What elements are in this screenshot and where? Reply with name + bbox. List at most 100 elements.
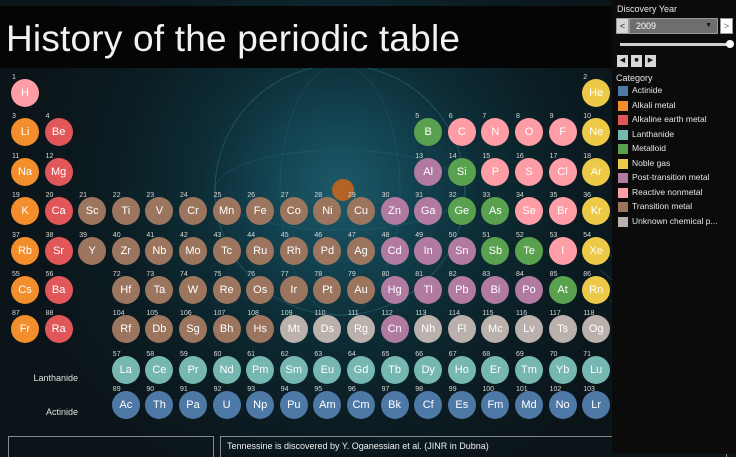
element-nd[interactable]: Nd [212,356,241,384]
element-pb[interactable]: Pb [447,276,476,304]
element-nb[interactable]: Nb [145,236,174,265]
legend-item-nob[interactable]: Noble gas [618,158,736,170]
element-bh[interactable]: Bh [212,315,241,344]
element-sr[interactable]: Sr [44,236,73,265]
element-os[interactable]: Os [246,276,275,304]
element-rg[interactable]: Rg [347,315,375,344]
element-c[interactable]: C [447,118,476,147]
element-db[interactable]: Db [145,315,174,344]
legend-item-met[interactable]: Metalloid [618,143,736,155]
element-b[interactable]: B [414,118,443,147]
element-pu[interactable]: Pu [279,390,308,419]
element-at[interactable]: At [548,276,577,304]
play-icon[interactable]: ▶ [645,55,656,67]
legend-item-lan[interactable]: Lanthanide [618,129,736,141]
year-slider[interactable] [620,43,732,46]
element-cu[interactable]: Cu [347,197,375,226]
element-zn[interactable]: Zn [380,197,409,226]
element-pm[interactable]: Pm [246,356,275,384]
element-am[interactable]: Am [313,390,342,419]
element-nh[interactable]: Nh [414,315,443,344]
element-cm[interactable]: Cm [347,390,375,419]
step-back-icon[interactable]: ◀ [617,55,628,67]
element-i[interactable]: I [548,236,577,265]
legend-item-tm[interactable]: Transition metal [618,201,736,213]
element-po[interactable]: Po [515,276,543,304]
element-al[interactable]: Al [414,157,443,186]
element-np[interactable]: Np [246,390,275,419]
element-pt[interactable]: Pt [313,276,342,304]
element-er[interactable]: Er [481,356,510,384]
element-pr[interactable]: Pr [179,356,207,384]
element-dy[interactable]: Dy [414,356,443,384]
element-no[interactable]: No [548,390,577,419]
element-hs[interactable]: Hs [246,315,275,344]
element-zr[interactable]: Zr [111,236,140,265]
element-rh[interactable]: Rh [279,236,308,265]
element-pa[interactable]: Pa [179,390,207,419]
element-fe[interactable]: Fe [246,197,275,226]
element-y[interactable]: Y [78,236,107,265]
element-lu[interactable]: Lu [582,356,611,384]
element-re[interactable]: Re [212,276,241,304]
element-cf[interactable]: Cf [414,390,443,419]
prev-year-button[interactable]: < [616,18,629,34]
element-ac[interactable]: Ac [111,390,140,419]
element-xe[interactable]: Xe [582,236,611,265]
element-gd[interactable]: Gd [347,356,375,384]
element-kr[interactable]: Kr [582,197,611,226]
element-md[interactable]: Md [515,390,543,419]
element-la[interactable]: La [111,356,140,384]
legend-item-ae[interactable]: Alkaline earth metal [618,114,736,126]
element-u[interactable]: U [212,390,241,419]
element-ts[interactable]: Ts [548,315,577,344]
element-sm[interactable]: Sm [279,356,308,384]
element-ca[interactable]: Ca [44,197,73,226]
element-he[interactable]: He [582,79,611,107]
element-mt[interactable]: Mt [279,315,308,344]
element-rn[interactable]: Rn [582,276,611,304]
legend-item-pt[interactable]: Post-transition metal [618,172,736,184]
element-lr[interactable]: Lr [582,390,611,419]
element-cs[interactable]: Cs [11,276,39,304]
element-rb[interactable]: Rb [11,236,39,265]
element-te[interactable]: Te [515,236,543,265]
element-v[interactable]: V [145,197,174,226]
element-s[interactable]: S [515,157,543,186]
element-og[interactable]: Og [582,315,611,344]
element-cl[interactable]: Cl [548,157,577,186]
element-ag[interactable]: Ag [347,236,375,265]
element-th[interactable]: Th [145,390,174,419]
next-year-button[interactable]: > [720,18,733,34]
element-fl[interactable]: Fl [447,315,476,344]
element-tc[interactable]: Tc [212,236,241,265]
element-w[interactable]: W [179,276,207,304]
element-ni[interactable]: Ni [313,197,342,226]
element-in[interactable]: In [414,236,443,265]
element-h[interactable]: H [11,79,39,107]
element-ga[interactable]: Ga [414,197,443,226]
element-ta[interactable]: Ta [145,276,174,304]
year-dropdown[interactable]: 2009 ▼ [629,18,718,34]
year-slider-thumb[interactable] [726,40,734,48]
legend-item-unk[interactable]: Unknown chemical p... [618,216,736,228]
element-o[interactable]: O [515,118,543,147]
element-n[interactable]: N [481,118,510,147]
pause-icon[interactable]: ■ [631,55,642,67]
element-si[interactable]: Si [447,157,476,186]
element-na[interactable]: Na [11,157,39,186]
element-as[interactable]: As [481,197,510,226]
element-au[interactable]: Au [347,276,375,304]
element-cn[interactable]: Cn [380,315,409,344]
element-es[interactable]: Es [447,390,476,419]
element-mg[interactable]: Mg [44,157,73,186]
element-cr[interactable]: Cr [179,197,207,226]
element-be[interactable]: Be [44,118,73,147]
element-mn[interactable]: Mn [212,197,241,226]
element-f[interactable]: F [548,118,577,147]
element-tb[interactable]: Tb [380,356,409,384]
element-lv[interactable]: Lv [515,315,543,344]
element-sn[interactable]: Sn [447,236,476,265]
element-bi[interactable]: Bi [481,276,510,304]
element-mo[interactable]: Mo [179,236,207,265]
